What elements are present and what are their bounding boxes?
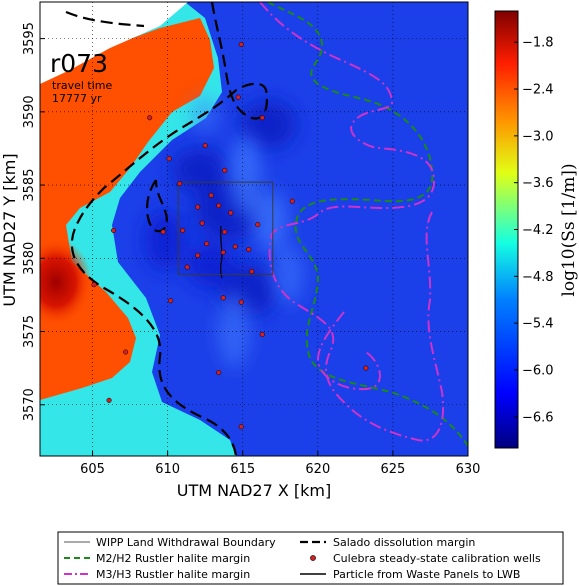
y-axis-ticks: 3570 3575 3580 3585 3590 3595 [22, 22, 45, 421]
x-axis-label: UTM NAD27 X [km] [177, 481, 331, 500]
colorbar-tick-label: −1.8 [522, 36, 554, 51]
calibration-well [249, 268, 255, 275]
legend-label-salado: Salado dissolution margin [333, 536, 475, 549]
legend-label-m2h2: M2/H2 Rustler halite margin [96, 552, 250, 565]
calibration-well [111, 227, 117, 234]
x-tick-label: 610 [155, 462, 180, 477]
calibration-well [123, 349, 129, 355]
y-tick-label: 3595 [22, 22, 37, 55]
calibration-well [259, 115, 265, 121]
calibration-well [91, 282, 97, 288]
grid-lines [40, 2, 468, 456]
m2h2-rustler-halite-margin [267, 2, 468, 447]
calibration-well [180, 227, 186, 234]
calibration-well [160, 229, 166, 235]
wipp-land-withdrawal-boundary [177, 181, 274, 275]
x-tick-label: 625 [380, 462, 405, 477]
salado-dissolution-margin [70, 2, 269, 456]
colorbar-label-text: log10(Ss [1/m]) [559, 163, 579, 296]
legend: WIPP Land Withdrawal Boundary Salado dis… [57, 531, 564, 585]
calibration-well [216, 203, 222, 209]
calibration-well [220, 249, 226, 255]
y-axis-label: UTM NAD27 Y [km] [0, 153, 19, 306]
colorbar-tick-label: −3.0 [522, 129, 554, 144]
calibration-well [184, 264, 190, 270]
colorbar-tick-label: −5.4 [522, 317, 554, 332]
colorbar-tick-label: −6.0 [522, 363, 554, 378]
calibration-well [363, 365, 369, 371]
y-tick-label: 3580 [22, 242, 37, 275]
y-tick-label: 3570 [22, 388, 37, 421]
calibration-well [208, 192, 214, 198]
calibration-well [259, 331, 265, 337]
calibration-well [289, 198, 295, 204]
calibration-well [216, 369, 222, 376]
legend-label-wells: Culebra steady-state calibration wells [333, 552, 541, 565]
calibration-well [255, 222, 261, 228]
calibration-well [238, 41, 244, 48]
m3h3-rustler-halite-margin-inner [317, 311, 381, 391]
particle-track [219, 225, 223, 279]
calibration-well [222, 167, 228, 173]
calibration-well [202, 142, 208, 149]
calibration-well [204, 241, 210, 247]
y-tick-label: 3575 [22, 315, 37, 348]
calibration-well [232, 244, 238, 250]
colorbar-tick-label: −4.2 [522, 223, 554, 238]
y-tick-label: 3590 [22, 95, 37, 128]
y-tick-label: 3585 [22, 169, 37, 202]
plot-frame [39, 1, 469, 457]
calibration-well [246, 246, 252, 253]
calibration-well [238, 424, 244, 430]
southwest-peak [40, 238, 92, 326]
legend-label-particle: Particle from Waste Panels to LWB [333, 568, 520, 581]
calibration-wells [91, 41, 369, 430]
colorbar-tick-label: −2.4 [522, 83, 554, 98]
colorbar-label: log10(Ss [1/m]) [559, 163, 579, 296]
calibration-well [228, 210, 234, 216]
margin-lines [65, 2, 468, 456]
m3h3-rustler-halite-margin [259, 2, 445, 442]
colorbar-ticks: −1.8 −2.4 −3.0 −3.6 −4.2 −4.8 −5.4 −6.0 −6.6 [514, 36, 554, 425]
run-label: r073 [50, 49, 108, 78]
calibration-well [238, 299, 244, 305]
calibration-well [168, 298, 174, 304]
salado-dissolution-margin-loop [146, 179, 168, 233]
calibration-well [106, 397, 112, 403]
calibration-well [199, 220, 205, 226]
no-data-corner [40, 2, 188, 84]
colorbar-tick-label: −4.8 [522, 270, 554, 285]
legend-swatch-wells [310, 555, 316, 561]
elevated-storativity-spots [191, 97, 304, 368]
x-tick-label: 620 [305, 462, 330, 477]
colorbar-tick-label: −3.6 [522, 176, 554, 191]
calibration-well [235, 94, 241, 100]
x-tick-label: 605 [80, 462, 105, 477]
legend-label-wipp: WIPP Land Withdrawal Boundary [96, 536, 276, 549]
salado-dissolution-margin-upper [65, 10, 145, 28]
annotation-line-2: 17777 yr [52, 92, 102, 105]
x-axis-ticks: 605 610 615 620 625 630 [80, 451, 480, 477]
legend-label-m3h3: M3/H3 Rustler halite margin [96, 568, 250, 581]
calibration-well [222, 229, 228, 235]
colorbar-tick-label: −6.6 [522, 410, 554, 425]
annotation-line-1: travel time [52, 79, 112, 92]
x-tick-label: 630 [456, 462, 481, 477]
x-tick-label: 615 [230, 462, 255, 477]
calibration-well [177, 181, 183, 187]
calibration-well [166, 156, 172, 162]
calibration-well [147, 115, 153, 121]
calibration-well [220, 295, 226, 301]
calibration-well [195, 252, 201, 258]
calibration-well [195, 204, 201, 210]
